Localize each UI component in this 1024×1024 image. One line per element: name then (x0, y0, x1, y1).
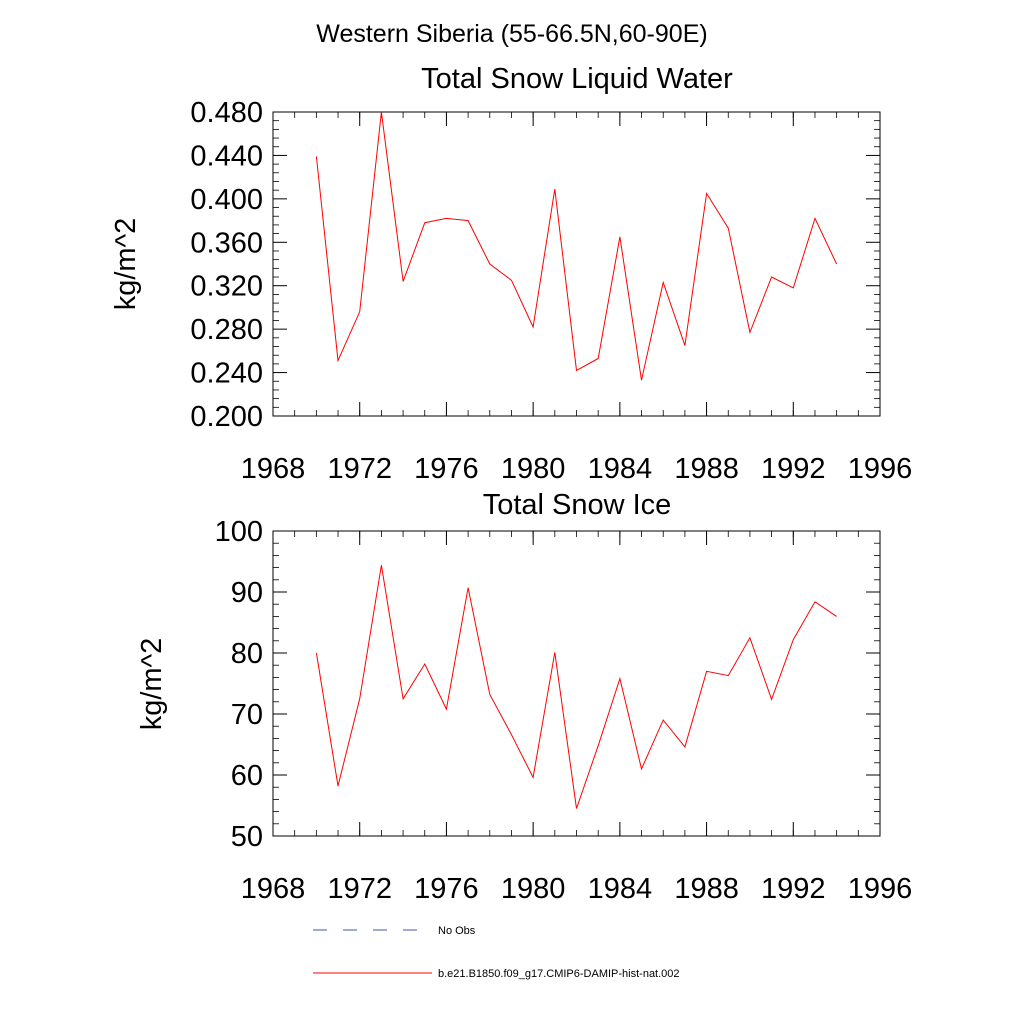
x-tick-label: 1984 (588, 453, 653, 485)
y-tick-label: 100 (215, 516, 263, 548)
x-tick-label: 1992 (761, 453, 826, 485)
y-tick-label: 0.440 (190, 140, 263, 172)
legend-label-no-obs: No Obs (438, 925, 476, 937)
panel-title: Total Snow Liquid Water (421, 63, 733, 95)
x-tick-label: 1992 (761, 873, 826, 905)
x-tick-label: 1972 (327, 453, 392, 485)
y-axis-label: kg/m^2 (136, 638, 168, 731)
figure-suptitle: Western Siberia (55-66.5N,60-90E) (316, 20, 707, 48)
x-tick-label: 1968 (241, 873, 306, 905)
x-tick-label: 1996 (848, 453, 913, 485)
y-tick-label: 0.480 (190, 97, 263, 129)
y-tick-label: 0.320 (190, 271, 263, 303)
panel-snow-ice: Total Snow Ice kg/m^2 1968 1972 1976 1980 19… (136, 489, 912, 905)
y-tick-label: 0.360 (190, 227, 263, 259)
plot-frame (272, 530, 881, 837)
x-tick-label: 1988 (674, 873, 739, 905)
x-tick-label: 1980 (501, 873, 566, 905)
y-axis-label: kg/m^2 (110, 218, 142, 311)
legend-label-model-run: b.e21.B1850.f09_g17.CMIP6-DAMIP-hist-nat… (438, 968, 680, 980)
y-tick-label: 50 (231, 821, 263, 853)
x-tick-label: 1976 (414, 453, 479, 485)
y-tick-label: 0.280 (190, 314, 263, 346)
x-tick-label: 1976 (414, 873, 479, 905)
x-tick-label: 1984 (588, 873, 653, 905)
y-tick-label: 60 (231, 760, 263, 792)
y-tick-label: 0.240 (190, 358, 263, 390)
series-line (315, 565, 837, 809)
panel-title: Total Snow Ice (483, 489, 672, 521)
y-tick-label: 90 (231, 577, 263, 609)
y-tick-label: 0.400 (190, 184, 263, 216)
x-tick-label: 1972 (327, 873, 392, 905)
series-line (315, 111, 838, 381)
x-tick-label: 1996 (848, 873, 913, 905)
x-tick-label: 1968 (241, 453, 306, 485)
y-tick-label: 0.200 (190, 401, 263, 433)
x-tick-label: 1980 (501, 453, 566, 485)
panel-snow-liquid-water: Total Snow Liquid Water kg/m^2 1968 1972 1… (110, 63, 912, 485)
x-tick-label: 1988 (674, 453, 739, 485)
legend: No Obs b.e21.B1850.f09_g17.CMIP6-DAMIP-h… (313, 925, 680, 980)
y-tick-label: 80 (231, 638, 263, 670)
y-tick-label: 70 (231, 699, 263, 731)
